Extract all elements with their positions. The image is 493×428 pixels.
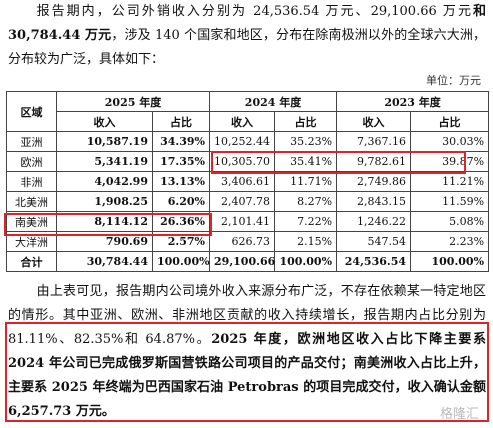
cell: 24,536.54 — [336, 251, 412, 272]
cell: 2,407.78 — [209, 191, 276, 212]
table: 区域 2025 年度 2024 年度 2023 年度 收入 占比 收入 占比 收入 占比 … — [6, 91, 490, 272]
cell: 13.13% — [151, 171, 211, 192]
subheader: 占比 — [151, 111, 211, 132]
row: 亚洲 10,587.19 34.39% 10,252.44 35.23% 7,367.16… — [6, 131, 490, 152]
text: 由上表可见，报告期内公司境外收入来源分布广泛，不存在依赖某一特定地区的情形。其中… — [8, 284, 486, 347]
highlight-box — [4, 213, 212, 236]
cell: 2,749.86 — [336, 171, 412, 192]
cell: 2,101.41 — [209, 211, 276, 232]
text: ，涉及 140 个国家和地区，分布在除南极洲以外的全球六大洲，分布较为广泛，具体… — [8, 28, 487, 67]
analysis: 由上表可见，报告期内公司境外收入来源分布广泛，不存在依赖某一特定地区的情形。其中… — [8, 280, 486, 424]
cell: 1,908.25 — [56, 191, 153, 212]
header: 2023 年度 — [336, 91, 490, 112]
cell: 30,784.44 — [56, 251, 153, 272]
subheader: 收入 — [56, 111, 153, 132]
cell: 11.59% — [410, 191, 490, 212]
region: 北美洲 — [6, 191, 57, 212]
region: 欧洲 — [6, 151, 57, 172]
cell: 5,341.19 — [56, 151, 153, 172]
cell: 35.23% — [274, 131, 338, 152]
cell: 100.00% — [274, 251, 338, 272]
region: 亚洲 — [6, 131, 57, 152]
row: 欧洲 5,341.19 17.35% 10,305.70 35.41% 9,782.61 3… — [6, 151, 490, 172]
row: 大洋洲 790.69 2.57% 626.73 2.15% 547.54 2.23% — [6, 231, 490, 252]
cell: 547.54 — [336, 231, 412, 252]
cell: 3,406.61 — [209, 171, 276, 192]
cell: 7.22% — [274, 211, 338, 232]
text: 2025 年度，欧洲地区收入占比下降主要系 2024 年公司已完成俄罗斯国营铁路… — [8, 332, 486, 419]
text: 报告期内，公司外销收入分别为 24,536.54 万元、29,100.66 万元 — [36, 4, 473, 19]
subheader: 占比 — [274, 111, 338, 132]
cell: 1,246.22 — [336, 211, 412, 232]
cell: 29,100.66 — [209, 251, 275, 272]
cell: 4,042.99 — [56, 171, 153, 192]
subheader: 占比 — [410, 111, 490, 132]
cell: 100.00% — [151, 251, 211, 272]
intro: 报告期内，公司外销收入分别为 24,536.54 万元、29,100.66 万元… — [8, 0, 486, 72]
subheader: 收入 — [209, 111, 276, 132]
subheader: 收入 — [336, 111, 412, 132]
header: 2025 年度 — [55, 91, 211, 112]
subheader-row: 收入 占比 收入 占比 收入 占比 — [7, 111, 490, 132]
row: 北美洲 1,908.25 6.20% 2,407.78 8.27% 2,843.15 11.… — [6, 191, 490, 212]
cell: 100.00% — [410, 251, 490, 272]
highlight-box — [5, 322, 489, 422]
cell: 790.69 — [56, 231, 153, 252]
cell: 2.23% — [410, 231, 490, 252]
row: 非洲 4,042.99 13.13% 3,406.61 11.71% 2,749.86 11… — [6, 171, 490, 192]
region: 南美洲 — [6, 211, 57, 232]
region: 合计 — [6, 251, 57, 272]
cell: 5.08% — [410, 211, 490, 232]
highlight-box — [211, 151, 466, 174]
cell: 10,252.44 — [209, 131, 276, 152]
cell: 34.39% — [151, 131, 211, 152]
header-row: 区域 2025 年度 2024 年度 2023 年度 — [6, 91, 490, 132]
cell: 11.21% — [410, 171, 490, 192]
cell: 30.03% — [410, 131, 490, 152]
row: 合计 30,784.44 100.00% 29,100.66 100.00% 24,536… — [6, 251, 490, 272]
header: 区域 — [6, 91, 57, 132]
cell: 2.15% — [274, 231, 338, 252]
cell: 626.73 — [209, 231, 276, 252]
header: 2024 年度 — [209, 91, 338, 112]
watermark: 格隆汇 — [439, 407, 479, 422]
cell: 17.35% — [151, 151, 211, 172]
cell: 6.20% — [151, 191, 211, 212]
cell: 2,843.15 — [336, 191, 412, 212]
region: 非洲 — [6, 171, 57, 192]
cell: 8.27% — [274, 191, 338, 212]
cell: 7,367.16 — [336, 131, 412, 152]
text: 和 30,784.44 万元 — [8, 4, 486, 43]
unit: 单位：万元 — [426, 74, 481, 87]
cell: 10,587.19 — [56, 131, 153, 152]
cell: 11.71% — [274, 171, 338, 192]
